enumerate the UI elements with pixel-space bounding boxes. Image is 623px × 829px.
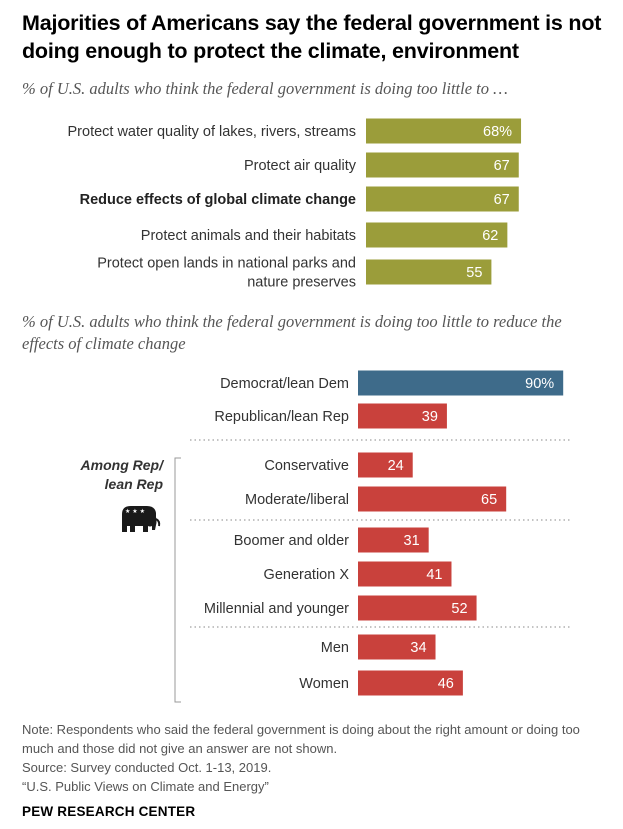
value-label-bottom-4: 31 [404,533,420,549]
bar-bottom-7 [358,634,436,660]
value-label-top-3: 62 [482,228,498,244]
bar-bottom-2 [358,452,413,478]
category-label-top-1: Protect air quality [244,158,357,174]
notes-section: Note: Respondents who said the federal g… [22,720,612,796]
value-label-bottom-8: 46 [438,676,454,692]
value-label-bottom-7: 34 [410,640,426,656]
bar-top-4 [366,259,492,285]
bar-bottom-6 [358,595,477,621]
bar-bottom-4 [358,527,429,553]
value-label-bottom-6: 52 [451,601,467,617]
value-label-top-1: 67 [494,158,510,174]
bar-bottom-0 [358,370,564,396]
category-label-bottom-7: Men [321,640,349,656]
chart-title: Majorities of Americans say the federal … [22,11,602,63]
bar-charts: 68% Protect water quality of lakes, river… [68,118,572,703]
note-text: Note: Respondents who said the federal g… [22,722,580,756]
bar-top-2 [366,186,519,212]
elephant-icon: ★ ★ ★ [122,506,161,532]
category-label-bottom-2: Conservative [264,458,349,474]
category-label-bottom-3: Moderate/liberal [245,492,349,508]
bar-bottom-8 [358,670,463,696]
value-label-bottom-5: 41 [426,567,442,583]
source-text: Source: Survey conducted Oct. 1-13, 2019… [22,760,272,775]
bar-bottom-5 [358,561,452,587]
value-label-top-4: 55 [466,265,482,281]
pew-logo-text: PEW RESEARCH CENTER [22,804,196,819]
svg-text:★ ★ ★: ★ ★ ★ [125,508,145,515]
value-label-bottom-0: 90% [525,376,554,392]
category-label-top-2: Reduce effects of global climate change [80,192,356,208]
group-bracket [174,457,181,703]
bar-top-1 [366,152,519,178]
bar-top-0 [366,118,522,144]
bar-bottom-3 [358,486,507,512]
category-label-bottom-4: Boomer and older [234,533,349,549]
bar-bottom-1 [358,403,447,429]
category-label-bottom-6: Millennial and younger [204,601,349,617]
category-label-top-3: Protect animals and their habitats [141,228,356,244]
category-label-top-0: Protect water quality of lakes, rivers, … [68,124,357,140]
value-label-bottom-1: 39 [422,409,438,425]
category-label-bottom-0: Democrat/lean Dem [220,376,349,392]
subtitle-top-chart: % of U.S. adults who think the federal g… [22,79,508,98]
subtitle-bottom-chart: % of U.S. adults who think the federal g… [22,312,562,353]
value-label-top-2: 67 [494,192,510,208]
category-label-top-4: Protect open lands in national parks and… [97,256,356,291]
bar-top-3 [366,222,508,248]
category-label-bottom-5: Generation X [264,567,350,583]
value-label-bottom-2: 24 [388,458,404,474]
category-label-bottom-1: Republican/lean Rep [214,409,349,425]
report-title: “U.S. Public Views on Climate and Energy… [22,779,269,794]
group-label-rep: Among Rep/lean Rep [80,457,166,492]
value-label-top-0: 68% [483,124,512,140]
category-label-bottom-8: Women [299,676,349,692]
top-bar-chart: 68% Protect water quality of lakes, river… [68,118,522,291]
bottom-bar-chart: ★ ★ ★ 90% Democrat/lean Dem 39 Republican/l… [80,370,572,703]
value-label-bottom-3: 65 [481,492,497,508]
